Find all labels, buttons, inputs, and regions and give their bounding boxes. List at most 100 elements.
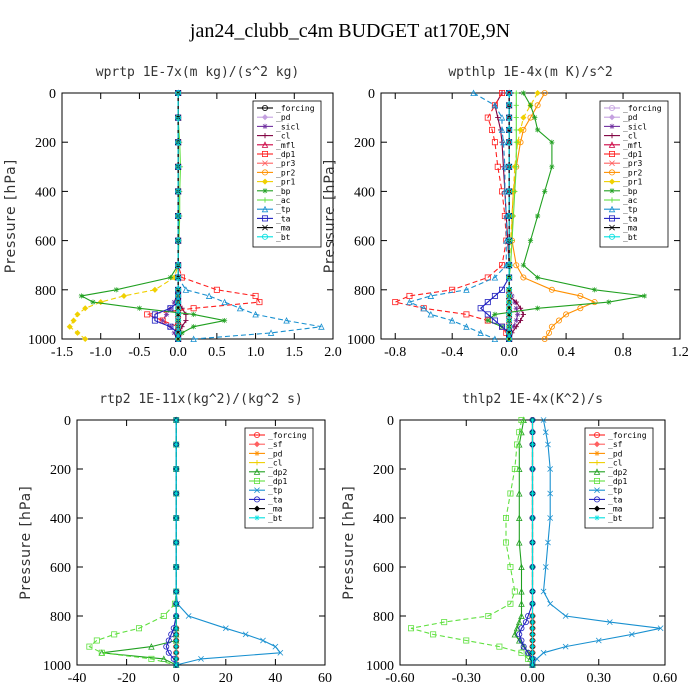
series-line-tp — [407, 92, 507, 340]
legend-label: _pr2 — [276, 168, 295, 177]
series-point-ta — [491, 292, 498, 299]
series-point-bt — [175, 262, 182, 269]
series-point-dp1 — [392, 299, 399, 306]
series-point-sicl — [171, 330, 177, 336]
series-point-tp — [222, 625, 229, 632]
series-point-bt — [529, 539, 536, 546]
legend-marker — [261, 233, 268, 240]
series-point-cl — [517, 305, 524, 311]
legend-label: _cl — [623, 132, 638, 141]
series-point-pr2 — [563, 311, 570, 318]
series-point-bt — [175, 323, 182, 330]
series-point-bt — [175, 274, 182, 281]
series-point-tp — [463, 323, 470, 330]
series-point-bt — [175, 292, 182, 299]
series-point-pr2 — [534, 102, 541, 109]
y-axis-label: Pressure [hPa] — [322, 159, 338, 273]
x-tick-label: 20 — [219, 671, 233, 686]
series-point-tp — [221, 298, 228, 306]
legend-label: _ac — [623, 196, 638, 205]
series-point-tp — [185, 613, 192, 619]
series-point-bt — [175, 335, 182, 342]
x-tick-label: 0.4 — [557, 345, 575, 360]
series-point-tp — [267, 329, 275, 336]
series-point-bp — [191, 324, 197, 330]
series-point-tp — [606, 619, 613, 626]
series-point-pr2 — [541, 335, 548, 342]
legend-marker — [254, 487, 260, 494]
series-point-pr2 — [513, 262, 520, 269]
legend-label: _ma — [608, 505, 623, 514]
series-point-tp — [491, 335, 499, 342]
x-tick-label: 0.5 — [208, 345, 226, 360]
series-point-pr2 — [555, 317, 562, 324]
series-point-bp — [520, 90, 526, 96]
x-tick-label: 0 — [173, 671, 180, 686]
legend-label: _dp2 — [268, 468, 287, 477]
series-point-bt — [173, 613, 179, 619]
series-point-tp — [500, 138, 507, 146]
legend-marker — [593, 505, 601, 512]
legend-label: _ta — [608, 495, 623, 504]
series-point-ta — [163, 643, 170, 650]
series-point-tp — [318, 323, 325, 330]
legend-label: _tp — [623, 205, 638, 214]
series-point-sicl — [510, 324, 517, 330]
legend-marker — [609, 224, 615, 231]
series-point-tp — [470, 89, 477, 96]
series-point-bt — [529, 662, 536, 668]
x-tick-label: -1.0 — [90, 345, 112, 360]
legend-label: _pd — [268, 449, 283, 458]
legend-label: _dp2 — [608, 468, 627, 477]
series-point-tp — [252, 310, 259, 318]
legend-label: _bt — [608, 514, 623, 523]
series-point-dp1 — [489, 126, 496, 133]
series-point-ta — [518, 625, 525, 632]
y-tick-label: 1000 — [347, 333, 375, 348]
series-point-cl — [495, 115, 501, 121]
y-tick-label: 800 — [35, 284, 56, 299]
x-tick-label: -20 — [117, 671, 136, 686]
series-point-bt — [529, 631, 536, 637]
series-point-ac — [513, 102, 519, 108]
series-point-dp1 — [485, 613, 492, 620]
series-point-sicl — [160, 317, 166, 324]
legend-marker — [609, 105, 616, 112]
series-point-tp — [427, 292, 435, 299]
series-point-sicl — [515, 311, 521, 317]
series-point-bt — [173, 490, 179, 497]
series-point-ta — [516, 631, 523, 638]
y-tick-label: 0 — [64, 414, 71, 429]
legend-marker — [261, 105, 268, 112]
series-point-ta — [499, 323, 506, 330]
series-point-bt — [529, 564, 536, 570]
series-point-bt — [175, 286, 182, 293]
series-point-cl — [517, 317, 524, 324]
legend-marker — [609, 133, 615, 139]
series-point-tp — [540, 588, 547, 595]
y-tick-label: 200 — [50, 463, 71, 478]
series-point-tp — [427, 310, 435, 318]
legend-label: _pr3 — [623, 159, 642, 168]
x-tick-label: 0.0 — [169, 345, 187, 360]
series-point-dp1 — [502, 539, 509, 546]
legend-marker — [594, 515, 600, 521]
series-point-tp — [547, 490, 554, 497]
series-point-tp — [545, 539, 551, 546]
series-point-bp — [520, 262, 526, 268]
series-point-pr1 — [74, 329, 81, 336]
series-point-tp — [628, 631, 635, 638]
series-point-tp — [498, 126, 506, 133]
series-point-dp1 — [463, 637, 470, 644]
legend-marker — [253, 477, 260, 484]
x-tick-label: 1.2 — [671, 345, 689, 360]
series-point-bp — [606, 299, 612, 305]
series-point-dp1 — [494, 163, 501, 170]
legend-marker — [609, 169, 616, 176]
series-point-pr2 — [548, 323, 555, 330]
chart-panel-3: rtp2 1E-11x(kg^2)/(kg^2 s) Pressure [hPa]… — [18, 392, 332, 686]
series-point-tp — [182, 286, 190, 293]
series-point-pr1 — [120, 292, 127, 299]
x-tick-label: 0.8 — [614, 345, 632, 360]
legend-label: _bp — [623, 187, 638, 196]
